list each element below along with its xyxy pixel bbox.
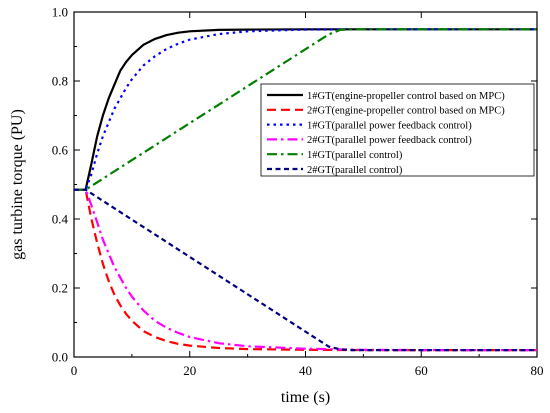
- x-tick-label: 0: [71, 363, 78, 378]
- legend-label-4: 2#GT(parallel power feedback control): [307, 135, 472, 146]
- legend-label-2: 2#GT(engine-propeller control based on M…: [307, 106, 505, 117]
- series-line-5: [74, 28, 537, 191]
- y-tick-label: 1.0: [52, 5, 68, 20]
- y-tick-label: 0.0: [52, 350, 68, 365]
- legend-label-1: 1#GT(engine-propeller control based on M…: [307, 91, 505, 102]
- y-tick-label: 0.6: [52, 143, 69, 158]
- x-axis-label: time (s): [281, 389, 330, 406]
- y-axis-label: gas turbine torque (PU): [9, 109, 26, 260]
- series-line-6: [74, 188, 537, 352]
- legend: 1#GT(engine-propeller control based on M…: [260, 83, 535, 177]
- series-line-4: [74, 188, 537, 352]
- axis-ticks: 0 20 40 60 80 0.0 0.2 0.4 0.6 0.8 1.0: [52, 5, 544, 379]
- x-tick-label: 60: [415, 363, 428, 378]
- plot-frame: [73, 11, 538, 358]
- y-tick-label: 0.2: [52, 281, 68, 296]
- series-layer: [74, 28, 537, 352]
- series-line-3: [74, 28, 537, 191]
- legend-label-3: 1#GT(parallel power feedback control): [307, 120, 472, 131]
- x-tick-label: 80: [531, 363, 544, 378]
- x-tick-label: 40: [299, 363, 312, 378]
- series-line-1: [74, 28, 537, 191]
- x-tick-label: 20: [183, 363, 196, 378]
- y-tick-label: 0.8: [52, 74, 68, 89]
- series-line-2: [74, 188, 537, 352]
- legend-box: [260, 83, 535, 177]
- legend-label-6: 2#GT(parallel control): [307, 165, 403, 176]
- legend-label-5: 1#GT(parallel control): [307, 150, 403, 161]
- y-tick-label: 0.4: [52, 212, 69, 227]
